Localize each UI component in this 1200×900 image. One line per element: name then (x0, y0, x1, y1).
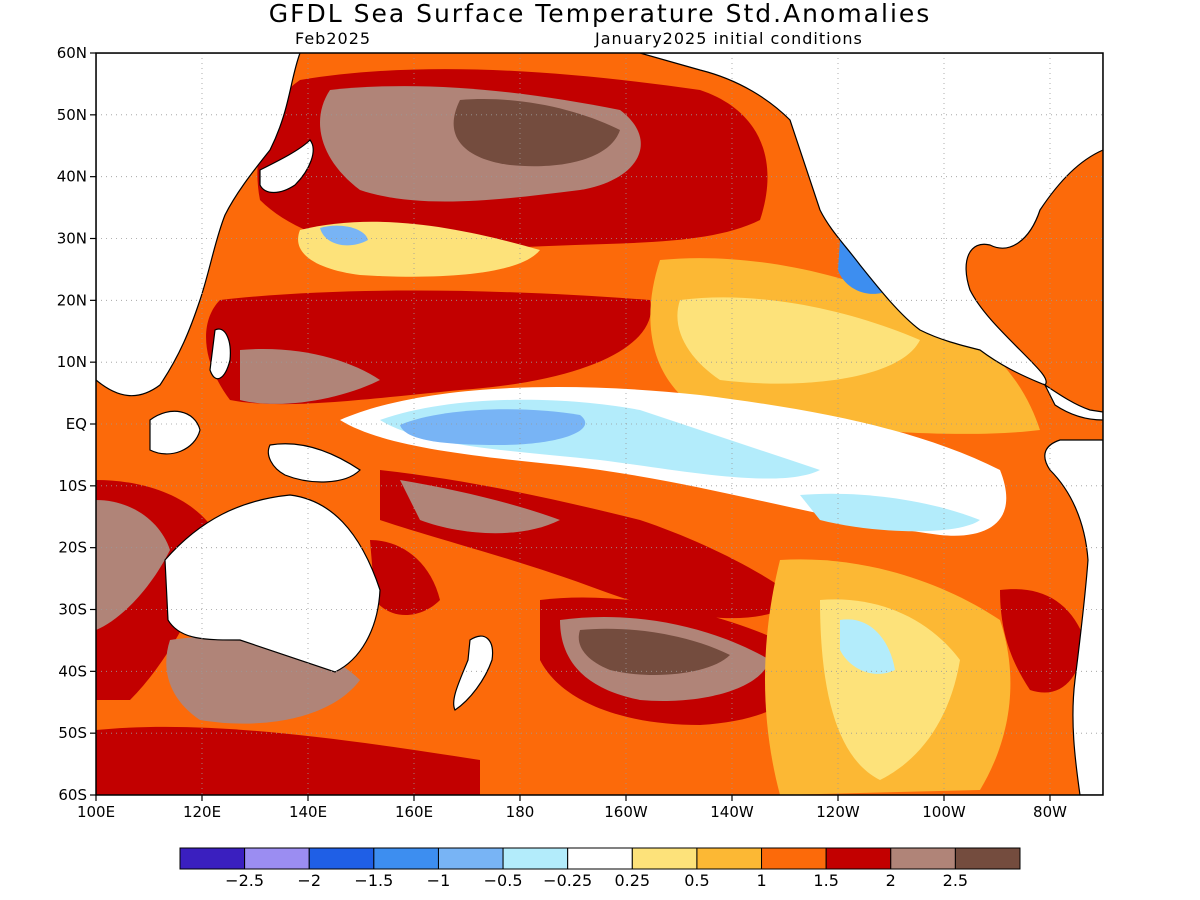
land-asia (96, 53, 301, 397)
initial-conditions-label: January2025 initial conditions (595, 29, 863, 48)
lat-tick-label: 30N (57, 230, 87, 248)
lat-tick-label: 40S (58, 662, 87, 680)
latitude-axis: 60N 50N 40N 30N 20N 10N EQ 10S 20S 30S 40S 50S 60S (57, 44, 96, 804)
longitude-axis: 100E 120E 140E 160E 180 160W 140W 120W 100W 80W (77, 795, 1067, 821)
lon-tick-label: 120E (183, 803, 221, 821)
land-japan (259, 139, 314, 194)
map-gridlines (96, 53, 1103, 795)
colorbar-swatch (567, 847, 633, 870)
lat-tick-label: 60S (58, 786, 87, 804)
colorbar-swatch (502, 847, 569, 870)
lon-tick-label: 80W (1033, 803, 1067, 821)
lat-tick-label: EQ (66, 415, 87, 433)
lat-tick-label: 20N (57, 291, 87, 309)
anomaly-region-se-tropical-light (800, 493, 980, 532)
anomaly-region-tasman-warm (370, 540, 440, 615)
colorbar-label: −0.5 (484, 871, 523, 890)
lon-tick-label: 140W (710, 803, 754, 821)
anomaly-region-north-pacific-dark (453, 99, 620, 167)
colorbar-swatch (631, 847, 698, 870)
land (96, 53, 1103, 795)
colorbar-label: −2 (297, 871, 321, 890)
anomaly-region-south-pacific-brown (400, 480, 560, 534)
land-borneo (149, 410, 201, 455)
colorbar-swatch (825, 847, 892, 870)
land-new-guinea (267, 443, 361, 483)
anomaly-region-indian-brown (96, 500, 170, 630)
colorbar-swatch (761, 847, 827, 870)
lat-tick-label: 10S (58, 477, 87, 495)
land-new-zealand (453, 635, 494, 711)
map-title: GFDL Sea Surface Temperature Std.Anomali… (268, 0, 932, 28)
land-south-america (1044, 439, 1103, 795)
lon-tick-label: 100E (77, 803, 115, 821)
colorbar-label: 2 (886, 871, 896, 890)
anomaly-region-ne-pacific-white (677, 297, 920, 384)
land-philippines (209, 328, 231, 380)
anomaly-region-south-chile-warm (1000, 589, 1085, 693)
colorbar-swatch (890, 847, 956, 870)
colorbar-label: 1.5 (813, 871, 838, 890)
lat-tick-label: 30S (58, 601, 87, 619)
colorbar-swatch (179, 847, 246, 870)
anomaly-region-warm-pool-brown (240, 349, 380, 404)
lon-tick-label: 160E (395, 803, 433, 821)
colorbar-swatch (696, 847, 763, 870)
land-central-america (1043, 383, 1103, 421)
colorbar-swatch (954, 847, 1021, 870)
colorbar-label: −2.5 (225, 871, 264, 890)
lat-tick-label: 60N (57, 44, 87, 62)
lon-tick-label: 140E (289, 803, 327, 821)
colorbar: −2.5 −2 −1.5 −1 −0.5 −0.25 0.25 0.5 1 1.5 2 2.5 (179, 847, 1021, 890)
lon-tick-label: 180 (506, 803, 535, 821)
colorbar-swatch (308, 847, 375, 870)
colorbar-label: −1.5 (354, 871, 393, 890)
land-australia (164, 494, 381, 673)
anomaly-region-nw-pacific-cool (320, 225, 368, 246)
anomaly-region-south-central-dark (578, 628, 730, 675)
lon-tick-label: 160W (604, 803, 648, 821)
lat-tick-label: 40N (57, 168, 87, 186)
lat-tick-label: 20S (58, 539, 87, 557)
anomaly-region-cold-tongue (400, 409, 586, 445)
colorbar-label: 0.25 (614, 871, 650, 890)
lon-tick-label: 120W (816, 803, 860, 821)
lon-tick-label: 100W (922, 803, 966, 821)
forecast-month: Feb2025 (295, 29, 372, 48)
anomaly-region-southern-ocean-warm (96, 726, 480, 795)
colorbar-swatch (244, 847, 310, 870)
colorbar-label: 0.5 (684, 871, 709, 890)
land-north-america (639, 53, 1103, 386)
colorbar-swatch (437, 847, 504, 870)
colorbar-label: 2.5 (943, 871, 968, 890)
lat-tick-label: 50S (58, 724, 87, 742)
colorbar-swatch (373, 847, 439, 870)
lat-tick-label: 50N (57, 106, 87, 124)
anomaly-region-se-pacific-cool (840, 619, 895, 674)
colorbar-label: −1 (427, 871, 451, 890)
lat-tick-label: 10N (57, 353, 87, 371)
colorbar-label: 1 (756, 871, 766, 890)
colorbar-label: −0.25 (543, 871, 592, 890)
